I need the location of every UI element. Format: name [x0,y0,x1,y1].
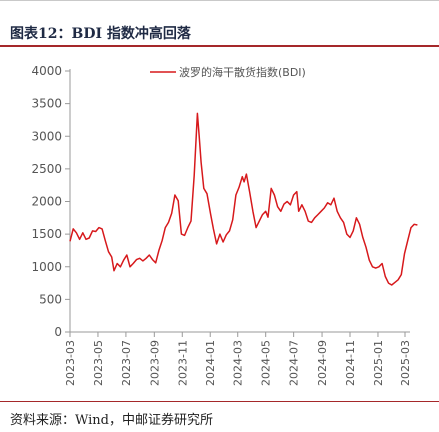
x-tick-label: 2023-05 [92,340,105,386]
source-note: 资料来源：Wind，中邮证券研究所 [10,413,213,428]
x-tick-label: 2023-07 [120,340,133,386]
header: 图表12：BDI 指数冲高回落 [0,0,439,47]
legend: 波罗的海干散货指数(BDI) [150,65,306,79]
y-tick-label: 2500 [31,162,62,176]
y-tick-label: 0 [54,325,62,339]
top-border [0,0,439,1]
x-tick-label: 2025-01 [372,340,385,386]
title-divider [0,45,439,47]
y-tick-label: 1500 [31,227,62,241]
x-tick-label: 2024-03 [232,340,245,386]
x-tick-label: 2023-11 [176,340,189,386]
series-line-bdi [69,112,418,286]
plot-series [69,112,418,286]
y-axis: 0 500 1000 1500 2000 2500 3000 3500 4000 [31,64,71,339]
x-tick-label: 2024-09 [316,340,329,386]
bdi-line-chart: 0 500 1000 1500 2000 2500 3000 3500 4000 2023-03… [31,64,418,386]
x-tick-label: 2024-05 [260,340,273,386]
x-tick-label: 2023-09 [148,340,161,386]
y-tick-label: 4000 [31,64,62,78]
footer-divider [0,401,439,402]
x-tick-label: 2025-03 [399,340,412,386]
x-tick-label: 2024-07 [288,340,301,386]
x-tick-label: 2024-11 [344,340,357,386]
x-tick-label: 2023-03 [64,340,77,386]
legend-label: 波罗的海干散货指数(BDI) [179,65,306,79]
x-axis: 2023-03 2023-05 2023-07 2023-09 2023-11 2024-… [64,331,412,386]
page-title: 图表12：BDI 指数冲高回落 [10,26,191,42]
x-tick-label: 2024-01 [204,340,217,386]
y-tick-label: 3500 [31,97,62,111]
y-tick-label: 2000 [31,195,62,209]
y-tick-label: 1000 [31,260,62,274]
y-tick-label: 500 [39,292,62,306]
y-tick-label: 3000 [31,129,62,143]
